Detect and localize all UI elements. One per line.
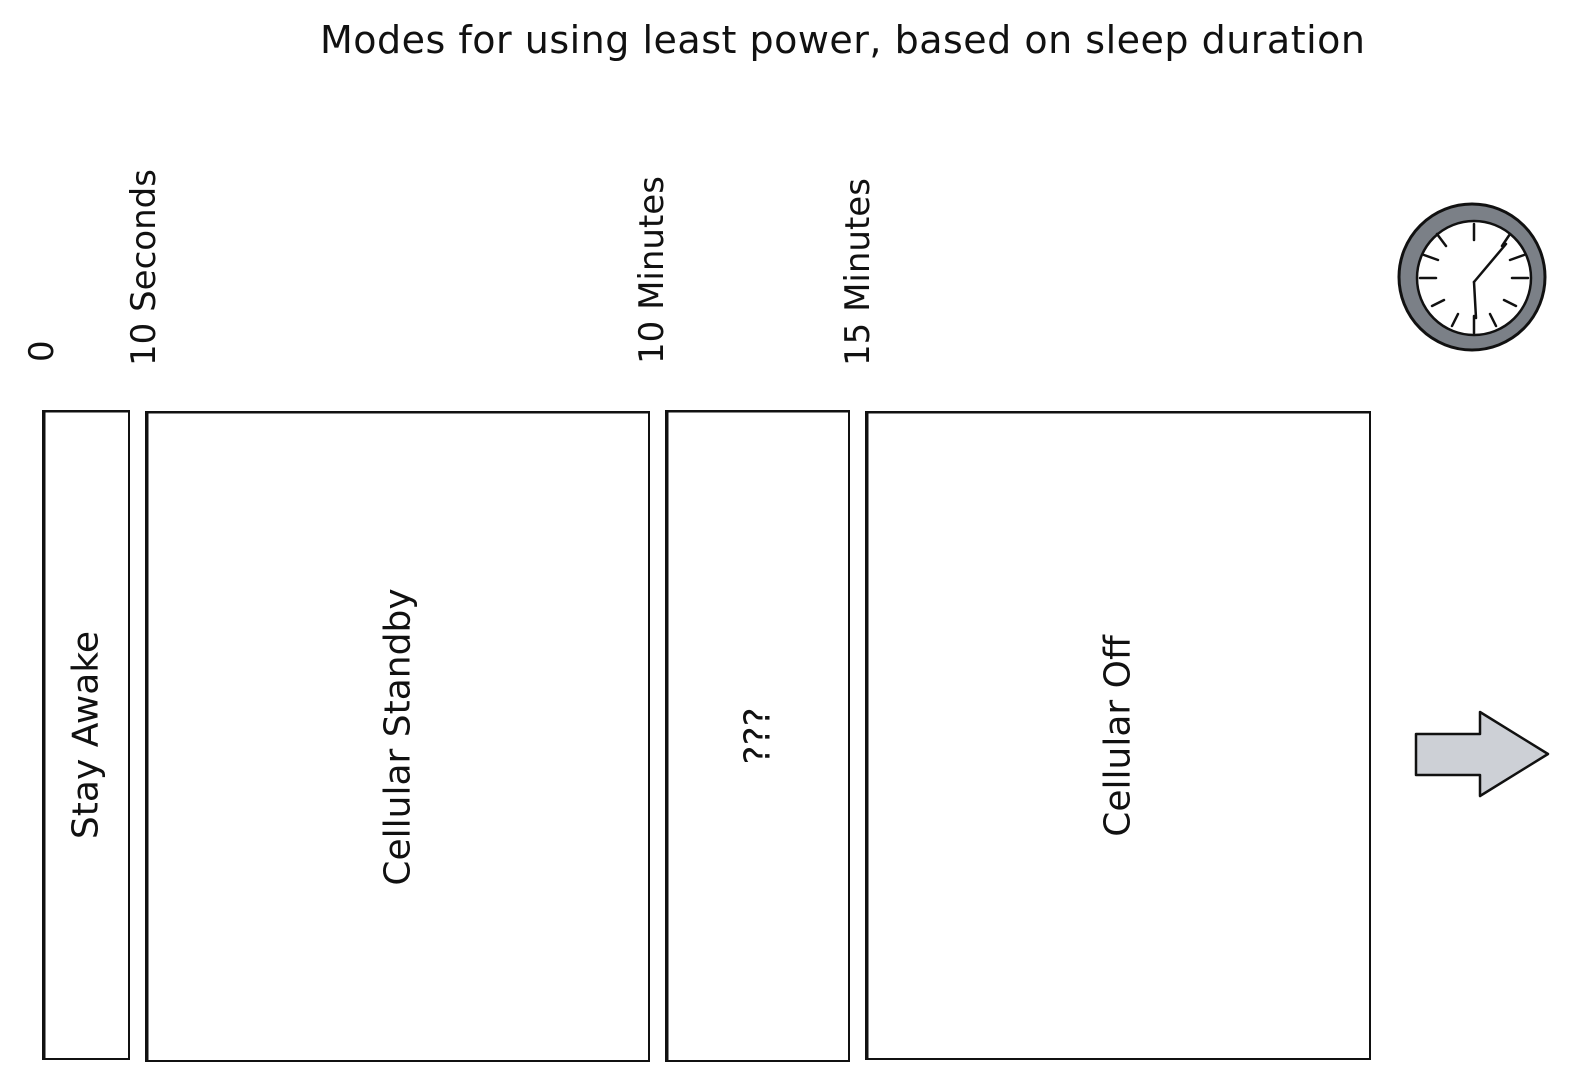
diagram-title: Modes for using least power, based on sl… <box>320 18 1366 62</box>
mode-box-cellular-standby: Cellular Standby <box>145 411 650 1062</box>
arrow-right-icon <box>1414 710 1550 798</box>
mode-box-stay-awake: Stay Awake <box>42 410 130 1060</box>
mode-box-cellular-off: Cellular Off <box>865 411 1371 1060</box>
clock-icon <box>1397 202 1547 352</box>
mode-box-unknown: ??? <box>665 410 850 1062</box>
